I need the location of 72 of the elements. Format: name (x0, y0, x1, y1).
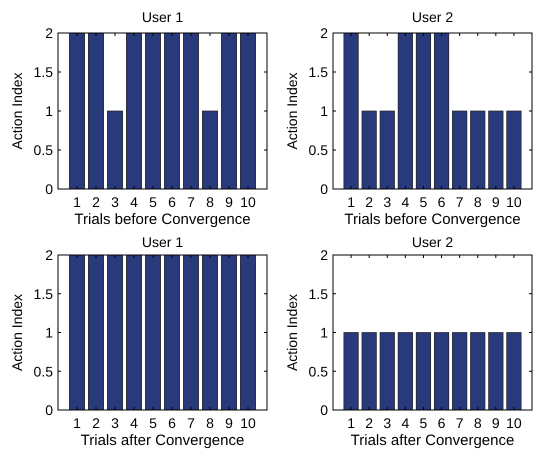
y-tick-label: 1 (45, 324, 54, 340)
y-tick-label: 0 (45, 181, 54, 197)
x-tick-label: 3 (383, 194, 392, 210)
x-tick-label: 7 (187, 415, 196, 431)
y-tick-label: 2 (45, 25, 54, 41)
x-tick-label: 3 (111, 194, 120, 210)
x-tick-label: 7 (187, 194, 196, 210)
x-axis-title: Trials after Convergence (80, 432, 244, 449)
x-tick-label: 2 (365, 415, 374, 431)
y-tick-label: 0.5 (308, 363, 328, 380)
y-axis-title: Action Index (284, 72, 300, 150)
x-tick-label: 4 (401, 194, 410, 210)
x-tick-label: 3 (383, 415, 392, 431)
x-tick-label: 6 (438, 194, 446, 210)
y-tick-label: 0.5 (34, 142, 54, 158)
y-tick-label: 0.5 (34, 363, 54, 380)
x-tick-label: 2 (92, 415, 100, 431)
y-tick-label: 1 (320, 103, 328, 119)
x-tick-label: 5 (149, 415, 158, 431)
x-tick-label: 1 (73, 194, 82, 210)
y-tick-label: 1.5 (308, 286, 328, 302)
x-tick-label: 8 (474, 415, 482, 431)
x-tick-label: 4 (130, 194, 138, 210)
y-tick-label: 0 (45, 402, 54, 418)
x-tick-label: 9 (492, 415, 500, 431)
x-tick-label: 1 (347, 415, 356, 431)
y-tick-label: 0.5 (308, 142, 328, 158)
x-tick-label: 8 (206, 415, 214, 431)
y-tick-label: 1.5 (34, 286, 54, 302)
x-axis-title: Trials before Convergence (74, 211, 251, 228)
x-tick-label: 7 (456, 194, 464, 210)
x-tick-label: 10 (240, 194, 256, 210)
x-tick-label: 5 (420, 415, 428, 431)
y-axis-title: Action Index (284, 294, 300, 372)
y-tick-label: 2 (320, 247, 328, 263)
chart-title: User 1 (142, 9, 184, 25)
x-tick-label: 3 (111, 415, 120, 431)
x-tick-label: 5 (149, 194, 158, 210)
x-tick-label: 6 (168, 194, 176, 210)
y-tick-label: 1.5 (308, 64, 328, 80)
x-tick-label: 4 (130, 415, 138, 431)
y-tick-label: 2 (45, 247, 54, 263)
y-tick-label: 1 (45, 103, 54, 119)
x-tick-label: 6 (438, 415, 446, 431)
y-tick-label: 2 (320, 25, 328, 41)
x-tick-label: 2 (365, 194, 374, 210)
x-tick-label: 6 (168, 415, 176, 431)
x-tick-label: 9 (225, 415, 234, 431)
chart-title: User 2 (412, 9, 454, 25)
x-tick-label: 4 (401, 415, 410, 431)
x-tick-label: 9 (225, 194, 234, 210)
x-axis-title: Trials after Convergence (350, 432, 514, 449)
x-tick-label: 1 (347, 194, 356, 210)
x-tick-label: 10 (506, 194, 522, 210)
x-tick-label: 2 (92, 194, 100, 210)
chart-title: User 1 (142, 234, 184, 250)
x-tick-label: 10 (506, 415, 522, 431)
y-axis-title: Action Index (9, 72, 25, 150)
y-tick-label: 0 (320, 402, 328, 418)
x-tick-label: 7 (456, 415, 464, 431)
y-tick-label: 1 (320, 324, 328, 340)
chart-title: User 2 (412, 234, 454, 250)
x-tick-label: 8 (206, 194, 214, 210)
y-tick-label: 0 (320, 181, 328, 197)
x-tick-label: 10 (240, 415, 256, 431)
x-axis-title: Trials before Convergence (344, 211, 521, 228)
y-axis-title: Action Index (9, 294, 25, 372)
x-tick-label: 1 (73, 415, 82, 431)
x-tick-label: 8 (474, 194, 482, 210)
y-tick-label: 1.5 (34, 64, 54, 80)
x-tick-label: 9 (492, 194, 500, 210)
x-tick-label: 5 (420, 194, 428, 210)
